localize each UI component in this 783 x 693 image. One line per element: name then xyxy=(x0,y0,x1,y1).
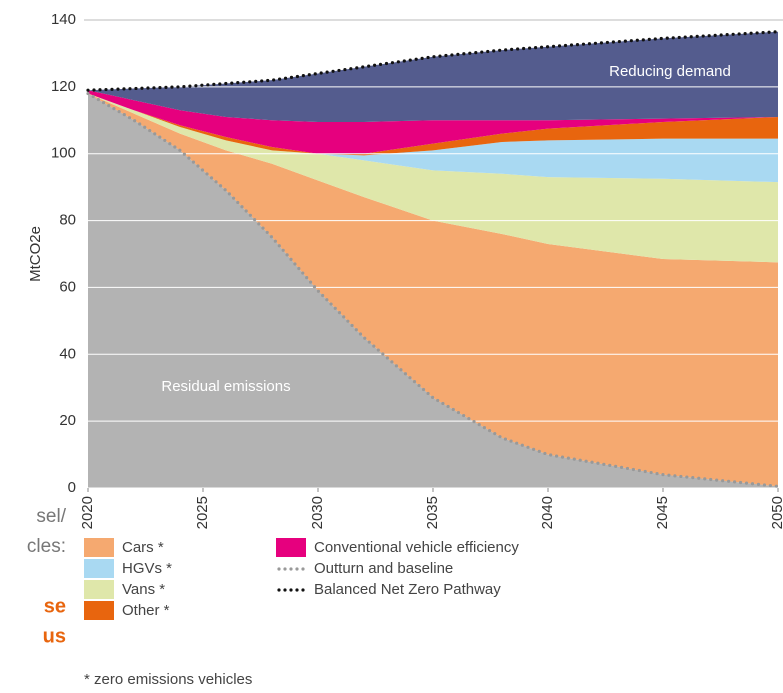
area xyxy=(88,93,778,487)
y-tick-label: 60 xyxy=(59,278,76,295)
dotted-line xyxy=(86,91,780,488)
clipped-text: sel/ xyxy=(36,506,66,527)
dotted-line xyxy=(86,30,780,92)
area xyxy=(88,93,778,183)
y-tick-label: 40 xyxy=(59,345,76,362)
legend-label: HGVs * xyxy=(122,560,172,577)
x-tick-label: 2050 xyxy=(769,496,783,529)
area xyxy=(88,31,778,122)
legend-swatch xyxy=(276,538,306,557)
annotation: Residual emissions xyxy=(161,378,290,395)
areas xyxy=(88,31,778,489)
y-tick-label: 120 xyxy=(51,78,76,95)
legend-label: Vans * xyxy=(122,581,165,598)
legend-label: Other * xyxy=(122,602,170,619)
legend-label: Balanced Net Zero Pathway xyxy=(314,581,501,598)
legend-swatch xyxy=(84,559,114,578)
annotation: Reducing demand xyxy=(609,63,731,80)
x-tick-label: 2045 xyxy=(654,496,671,529)
lines xyxy=(86,30,780,488)
legend-swatch xyxy=(84,538,114,557)
y-tick-label: 140 xyxy=(51,11,76,28)
x-tick-label: 2025 xyxy=(194,496,211,529)
legend-swatch xyxy=(84,580,114,599)
legend-label: Cars * xyxy=(122,539,164,556)
x-tick-label: 2020 xyxy=(79,496,96,529)
area xyxy=(88,93,778,489)
x-tick-label: 2040 xyxy=(539,496,556,529)
area xyxy=(88,93,778,156)
x-tick-label: 2030 xyxy=(309,496,326,529)
y-tick-label: 100 xyxy=(51,145,76,162)
y-axis-label: MtCO2e xyxy=(27,226,44,282)
clipped-text: se xyxy=(44,595,66,617)
footnote: * zero emissions vehicles xyxy=(84,671,252,688)
legend-swatch xyxy=(84,601,114,620)
area xyxy=(88,90,778,154)
legend-label: Outturn and baseline xyxy=(314,560,453,577)
y-tick-label: 80 xyxy=(59,212,76,229)
y-tick-label: 0 xyxy=(68,479,76,496)
y-tick-label: 20 xyxy=(59,412,76,429)
clipped-text: us xyxy=(43,625,66,647)
clipped-text: cles: xyxy=(27,536,66,557)
legend-label: Conventional vehicle efficiency xyxy=(314,539,519,556)
x-tick-label: 2035 xyxy=(424,496,441,529)
